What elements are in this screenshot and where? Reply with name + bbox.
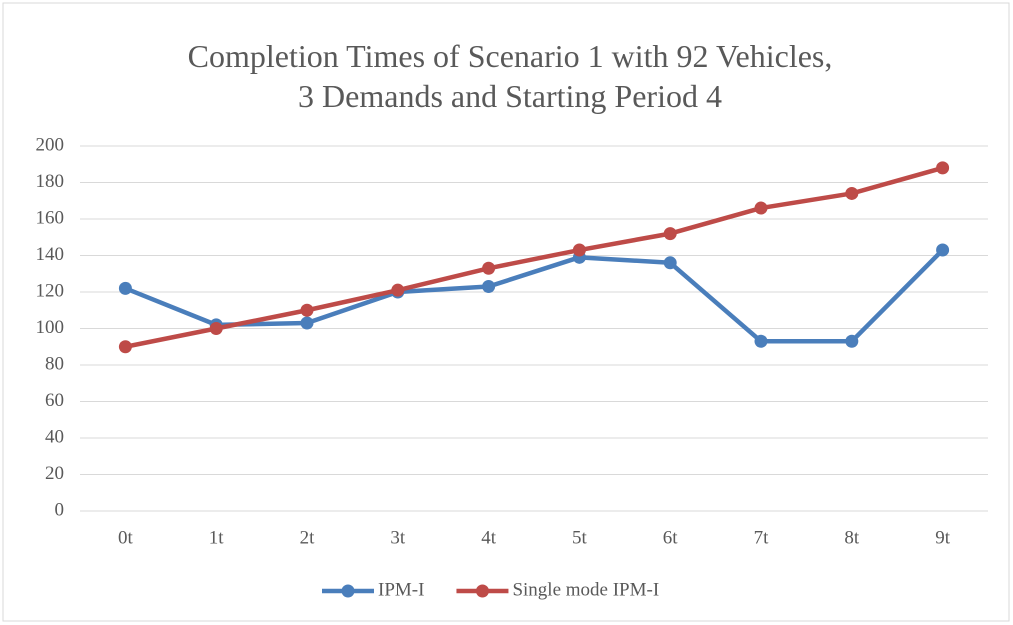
point [936,243,950,257]
point [118,340,132,354]
point [845,186,859,200]
x-tick-label: 9t [935,527,951,548]
y-tick-label: 20 [45,463,64,484]
point [572,243,586,257]
series-line [124,165,944,349]
y-tick-label: 100 [36,317,65,338]
x-tick-label: 1t [209,527,225,548]
point [391,283,405,297]
point [663,227,677,241]
point [663,256,677,270]
point [754,201,768,215]
legend-marker [475,584,489,598]
x-tick-label: 5t [572,527,588,548]
y-tick-label: 0 [55,499,65,520]
y-tick-label: 40 [45,426,64,447]
x-tick-label: 8t [844,527,860,548]
chart-title: Completion Times of Scenario 1 with 92 V… [187,38,833,114]
x-tick-label: 4t [481,527,497,548]
point [300,316,314,330]
series-line [124,248,945,344]
point [754,334,768,348]
legend-label: Single mode IPM-I [512,579,659,600]
y-tick-label: 60 [45,390,64,411]
point [118,281,132,295]
x-tick-label: 6t [663,527,679,548]
x-tick-label: 3t [390,527,406,548]
y-tick-label: 140 [36,244,65,265]
point [482,261,496,275]
x-tick-label: 0t [118,527,134,548]
legend-label: IPM-I [378,579,424,600]
legend-marker [341,584,355,598]
point [300,303,314,317]
point [845,334,859,348]
x-tick-label: 7t [754,527,770,548]
x-tick-label: 2t [300,527,316,548]
y-tick-label: 80 [45,353,64,374]
point [482,280,496,294]
y-tick-label: 180 [36,171,65,192]
point [209,322,223,335]
point [936,161,950,175]
y-tick-label: 120 [36,280,65,301]
y-tick-label: 160 [36,207,65,228]
y-tick-label: 200 [36,134,65,155]
